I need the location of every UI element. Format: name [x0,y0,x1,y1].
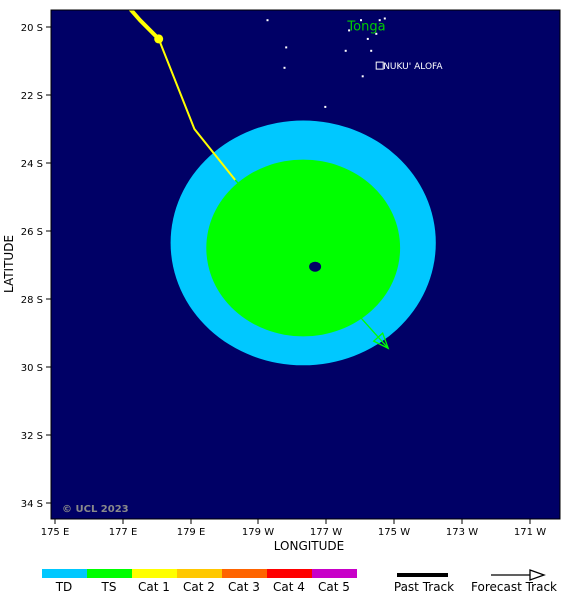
ts-wind-field [206,159,401,337]
storm-center-marker [309,261,322,272]
x-axis-ticks: 175 E 177 E 179 E 179 W 177 W 175 W 173 … [41,519,546,538]
island-mark [375,32,378,35]
x-tick-label: 175 E [41,527,70,538]
legend-swatch-td [42,569,87,578]
legend-label-past-track: Past Track [394,580,454,594]
legend-swatch-ts [87,569,132,578]
island-mark [283,66,286,69]
island-mark [366,37,369,40]
y-tick-label: 26 S [21,227,43,238]
y-tick-label: 30 S [21,363,43,374]
island-mark [370,49,373,52]
y-tick-label: 24 S [21,159,43,170]
island-mark [361,75,364,78]
island-mark [348,29,351,32]
y-tick-label: 34 S [21,499,43,510]
legend-swatch-cat2 [177,569,222,578]
island-mark [324,105,327,108]
island-mark [383,17,386,20]
nukualofa-marker-icon [375,61,384,70]
legend-label-cat3: Cat 3 [228,580,260,594]
past-track-position-dot [154,34,164,44]
past-track-line [128,10,161,41]
island-mark [360,19,362,22]
legend-label-td: TD [55,580,73,594]
intensity-legend: TD TS Cat 1 Cat 2 Cat 3 Cat 4 Cat 5 Past… [42,569,557,594]
legend-swatch-cat1 [132,569,177,578]
y-tick-label: 22 S [21,91,43,102]
x-axis-title: LONGITUDE [274,539,344,553]
legend-label-cat2: Cat 2 [183,580,215,594]
legend-swatch-cat5 [312,569,357,578]
legend-swatch-cat4 [267,569,312,578]
country-label-tonga: Tonga [346,20,385,35]
legend-swatch-cat3 [222,569,267,578]
x-tick-label: 173 W [446,527,478,538]
legend-label-ts: TS [101,580,117,594]
x-tick-label: 171 W [514,527,546,538]
plot-frame [50,9,561,520]
legend-forecast-arrow-icon [529,569,546,581]
legend-label-cat4: Cat 4 [273,580,305,594]
map-plot-layer: Tonga NUKU' ALOFA © UCL 2023 [62,10,443,515]
x-tick-label: 179 E [177,527,206,538]
past-track-line-thin [157,38,236,181]
x-tick-label: 177 E [109,527,138,538]
legend-label-cat5: Cat 5 [318,580,350,594]
capital-label-nukualofa: NUKU' ALOFA [383,62,443,72]
y-tick-label: 32 S [21,431,43,442]
island-mark [266,19,269,22]
x-tick-label: 175 W [378,527,410,538]
island-mark [344,49,347,52]
y-tick-label: 28 S [21,295,43,306]
x-tick-label: 179 W [242,527,274,538]
forecast-track-arrowhead [372,331,390,350]
tonga-islands [266,17,386,108]
legend-label-cat1: Cat 1 [138,580,170,594]
x-tick-label: 177 W [310,527,342,538]
copyright-label: © UCL 2023 [62,504,129,515]
island-mark [378,19,381,22]
y-axis-title: LATITUDE [2,235,16,293]
y-axis-ticks: 20 S 22 S 24 S 26 S 28 S 30 S 32 S 34 S [21,23,51,510]
island-mark [285,46,288,49]
y-tick-label: 20 S [21,23,43,34]
legend-label-forecast-track: Forecast Track [471,580,557,594]
